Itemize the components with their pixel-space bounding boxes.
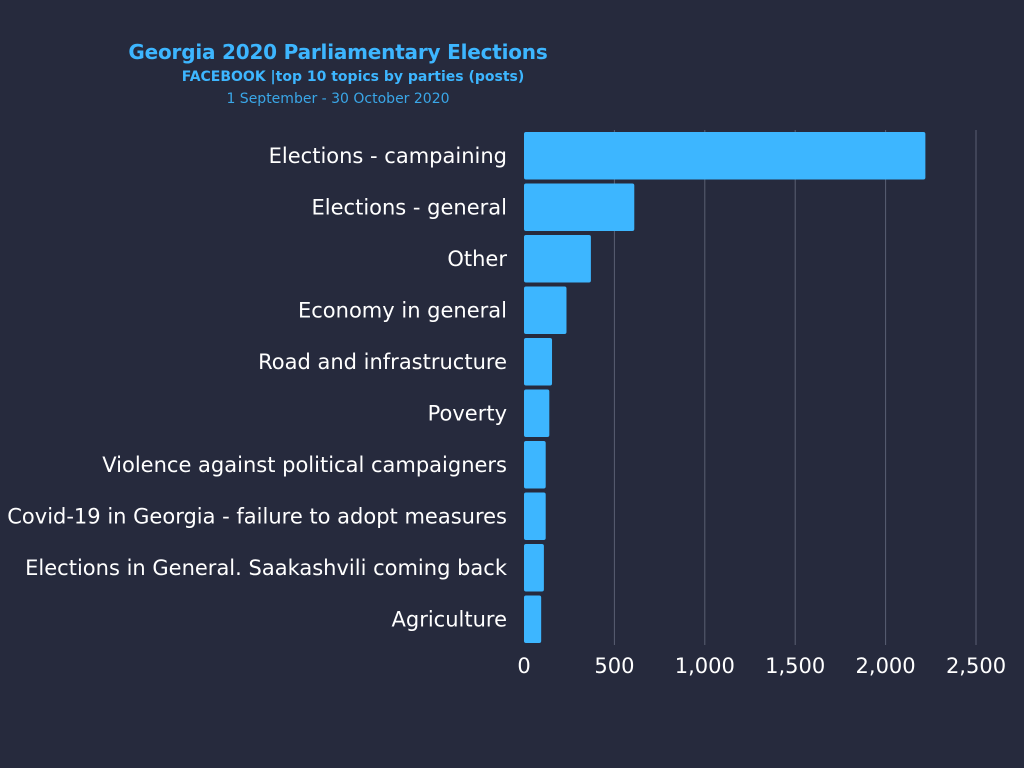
x-tick-label: 1,500 xyxy=(765,654,825,678)
bar xyxy=(524,132,926,180)
x-tick-label: 2,000 xyxy=(856,654,916,678)
x-tick-label: 500 xyxy=(594,654,634,678)
category-label: Agriculture xyxy=(392,607,508,631)
category-label: Violence against political campaigners xyxy=(102,453,507,477)
bar xyxy=(524,595,542,643)
x-tick-labels: 0 500 1,000 1,500 2,000 2,500 xyxy=(517,654,1006,678)
bars xyxy=(524,132,926,643)
x-tick-label: 1,000 xyxy=(675,654,735,678)
category-labels: Elections - campaining Elections - genera… xyxy=(7,144,508,632)
chart-title: Georgia 2020 Parliamentary Elections xyxy=(128,40,548,64)
bar xyxy=(524,183,635,231)
category-label: Covid-19 in Georgia - failure to adopt m… xyxy=(7,504,507,528)
category-label: Other xyxy=(447,247,507,271)
grid-lines xyxy=(613,130,977,645)
chart-subtitle: FACEBOOK |top 10 topics by parties (post… xyxy=(181,69,525,85)
category-label: Poverty xyxy=(428,401,507,425)
bar xyxy=(524,544,544,592)
category-label: Road and infrastructure xyxy=(258,350,507,374)
bar xyxy=(524,235,591,283)
x-tick-label: 2,500 xyxy=(946,654,1006,678)
bar xyxy=(524,286,567,334)
chart-date-range: 1 September - 30 October 2020 xyxy=(226,91,450,107)
category-label: Elections - campaining xyxy=(269,144,507,168)
x-tick-label: 0 xyxy=(517,654,530,678)
bar xyxy=(524,338,553,386)
chart-header: Georgia 2020 Parliamentary Elections FAC… xyxy=(0,38,676,110)
bar xyxy=(524,492,546,540)
bar xyxy=(524,441,546,489)
bar xyxy=(524,389,550,437)
category-label: Elections in General. Saakashvili coming… xyxy=(25,556,508,580)
category-label: Economy in general xyxy=(298,298,507,322)
category-label: Elections - general xyxy=(312,195,507,219)
